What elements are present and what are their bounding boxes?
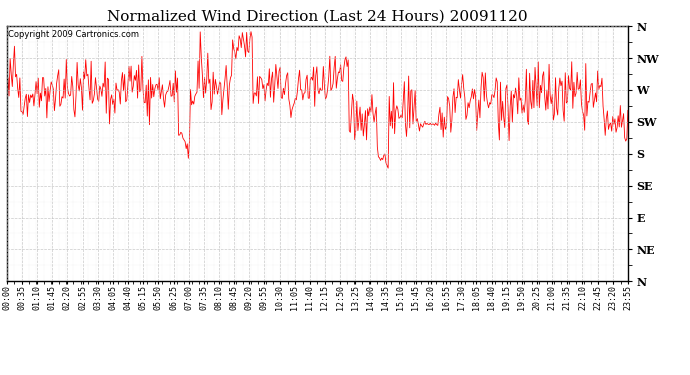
Title: Normalized Wind Direction (Last 24 Hours) 20091120: Normalized Wind Direction (Last 24 Hours…: [107, 10, 528, 24]
Text: Copyright 2009 Cartronics.com: Copyright 2009 Cartronics.com: [8, 30, 139, 39]
